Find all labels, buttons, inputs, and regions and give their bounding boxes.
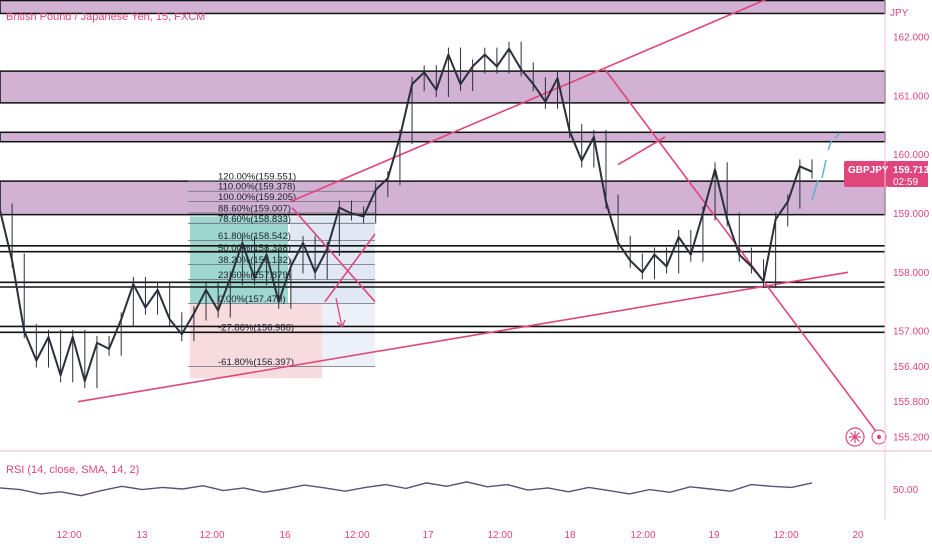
price-value-background	[888, 161, 928, 187]
fib-level-label: 0.00%(157.470)	[218, 294, 286, 305]
trend-line	[291, 207, 376, 303]
fib-level-label: 110.00%(159.378)	[218, 182, 295, 193]
last-price-background	[844, 161, 888, 187]
fib-level-label: -61.80%(156.397)	[218, 357, 294, 368]
x-tick-label: 12:00	[630, 530, 655, 541]
alert-dot-icon[interactable]	[871, 429, 887, 445]
price-series	[0, 41, 841, 389]
y-tick-label: 161.000	[893, 91, 930, 102]
y-tick-label: 158.000	[893, 268, 930, 279]
projection-path	[811, 132, 841, 201]
resistance-zone	[0, 180, 886, 216]
x-tick-label: 12:00	[344, 530, 369, 541]
fib-zone-red	[190, 303, 322, 379]
trend-line	[77, 271, 849, 403]
projection-arrow	[335, 297, 346, 329]
chart-title: British Pound / Japanese Yen, 15, FXCM	[6, 11, 205, 23]
x-tick-label: 19	[708, 530, 720, 541]
rsi-line	[0, 481, 813, 497]
y-tick-label: 162.000	[893, 33, 930, 44]
axes: 162.000 161.000 160.000 159.000 158.000 157.0…	[56, 33, 929, 542]
y-tick-label: 160.000	[893, 150, 930, 161]
symbol-label: GBPJPY	[848, 165, 889, 176]
trend-line	[617, 136, 666, 166]
x-tick-label: 18	[564, 530, 576, 541]
rsi-label: RSI (14, close, SMA, 14, 2)	[6, 464, 139, 476]
fib-level-label: 88.60%(159.007)	[218, 204, 291, 215]
x-tick-label: 12:00	[487, 530, 512, 541]
price-line	[0, 47, 813, 383]
x-tick-label: 16	[279, 530, 291, 541]
y-tick-label: 155.800	[893, 397, 930, 408]
y-tick-label: 155.200	[893, 433, 930, 444]
fib-level-label: 100.00%(159.205)	[218, 192, 296, 203]
fib-level-label: 78.60%(158.833)	[218, 214, 291, 225]
bar-countdown: 02:59	[893, 177, 918, 188]
x-tick-label: 12:00	[199, 530, 224, 541]
y-tick-label: 159.000	[893, 209, 930, 220]
last-price-tag[interactable]: GBPJPY 159.713 02:59	[844, 161, 930, 188]
currency-label: JPY	[890, 8, 909, 19]
trend-line	[604, 68, 879, 435]
last-price-value: 159.713	[893, 165, 930, 176]
x-tick-label: 12:00	[56, 530, 81, 541]
x-tick-label: 20	[852, 530, 864, 541]
fib-level-label: -27.86%(156.986)	[218, 322, 294, 333]
rsi-panel	[0, 481, 813, 497]
y-tick-label: 156.400	[893, 362, 930, 373]
x-tick-label: 13	[136, 530, 148, 541]
x-tick-label: 12:00	[773, 530, 798, 541]
flag-icon[interactable]	[845, 427, 865, 447]
trend-line	[324, 233, 376, 303]
rsi-value-label: 50.00	[893, 485, 918, 496]
x-tick-label: 17	[422, 530, 434, 541]
resistance-zone	[0, 70, 886, 104]
fib-level-label: 120.00%(159.551)	[218, 172, 296, 183]
y-tick-label: 157.000	[893, 327, 930, 338]
